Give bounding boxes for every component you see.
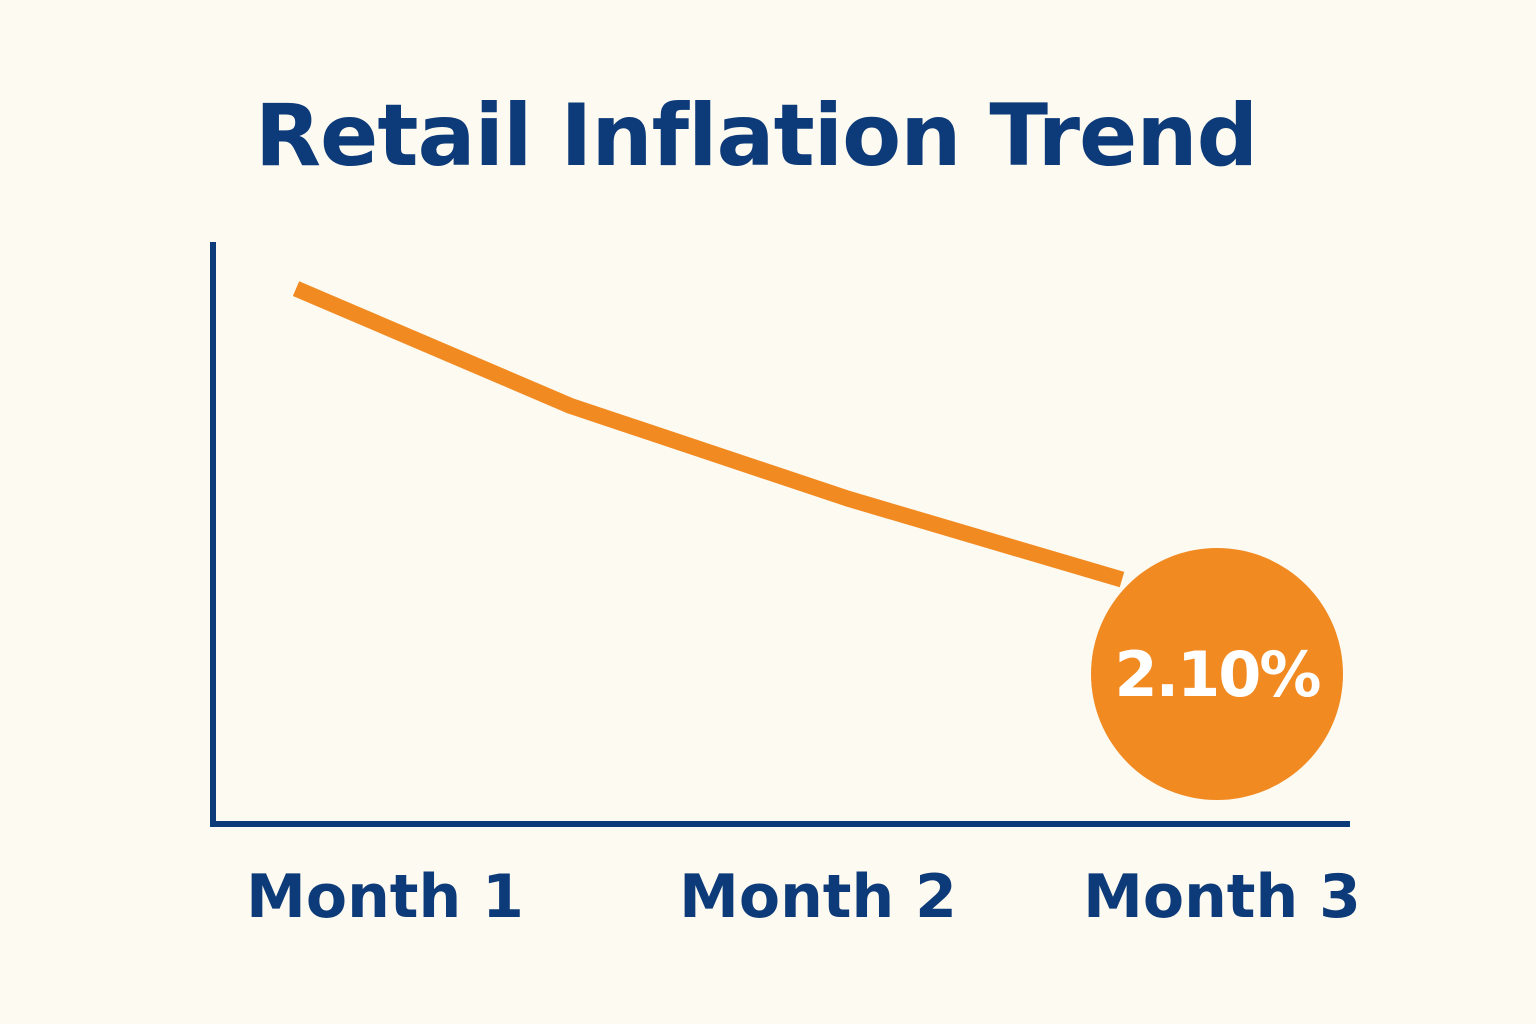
chart-title: Retail Inflation Trend (254, 86, 1258, 186)
series-line (292, 281, 1125, 588)
callout-label: 2.10% (1114, 638, 1320, 711)
x-tick-label-2: Month 2 (679, 862, 957, 932)
x-tick-label-1: Month 1 (246, 862, 524, 932)
x-tick-label-3: Month 3 (1083, 862, 1361, 932)
callout-badge (1091, 548, 1343, 800)
